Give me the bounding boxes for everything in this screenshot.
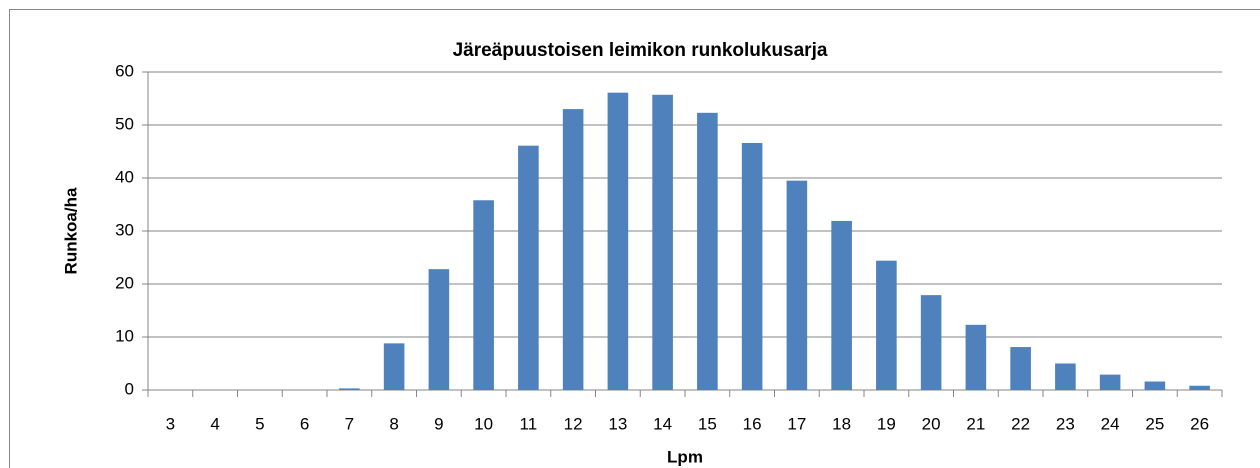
y-tick-label: 60 xyxy=(115,61,134,80)
bar xyxy=(383,343,405,390)
bar xyxy=(1055,363,1076,390)
x-tick-label: 5 xyxy=(255,414,264,433)
x-tick-label: 6 xyxy=(300,414,309,433)
bar xyxy=(920,295,942,390)
bar xyxy=(697,112,718,390)
x-tick-label: 7 xyxy=(345,414,354,433)
x-tick-label: 13 xyxy=(608,414,627,433)
bar xyxy=(965,324,987,390)
y-tick-label: 20 xyxy=(115,273,134,292)
x-tick-label: 20 xyxy=(922,414,941,433)
bar xyxy=(1099,374,1121,390)
chart-border xyxy=(9,9,1260,468)
bar xyxy=(1189,385,1210,390)
x-tick-label: 9 xyxy=(434,414,443,433)
bar xyxy=(607,92,629,391)
x-tick-label: 16 xyxy=(743,414,762,433)
bar xyxy=(831,220,852,390)
x-tick-label: 14 xyxy=(653,414,672,433)
x-tick-label: 22 xyxy=(1011,414,1030,433)
x-tick-label: 23 xyxy=(1056,414,1075,433)
x-tick-label: 12 xyxy=(564,414,583,433)
bar xyxy=(562,109,584,390)
chart-title: Järeäpuustoisen leimikon runkolukusarja xyxy=(453,40,828,61)
x-tick-label: 8 xyxy=(389,414,398,433)
bar xyxy=(339,388,360,390)
bar xyxy=(786,180,808,390)
x-tick-label: 24 xyxy=(1101,414,1120,433)
y-tick-label: 30 xyxy=(115,220,134,239)
x-tick-label: 25 xyxy=(1145,414,1164,433)
bar xyxy=(473,200,494,390)
bar xyxy=(876,260,897,390)
bar xyxy=(428,269,450,390)
y-tick-label: 50 xyxy=(115,114,134,133)
bar xyxy=(1144,381,1166,390)
x-tick-label: 17 xyxy=(787,414,806,433)
x-tick-label: 10 xyxy=(474,414,493,433)
x-tick-label: 15 xyxy=(698,414,717,433)
x-tick-label: 19 xyxy=(877,414,896,433)
x-tick-label: 18 xyxy=(832,414,851,433)
x-tick-label: 11 xyxy=(520,414,538,433)
y-tick-label: 40 xyxy=(115,167,134,186)
bar xyxy=(1010,347,1031,390)
y-tick-label: 0 xyxy=(125,379,134,398)
x-tick-label: 21 xyxy=(966,414,985,433)
bar xyxy=(741,143,763,390)
x-tick-label: 4 xyxy=(210,414,219,433)
y-axis-label: Runkoa/ha xyxy=(61,187,80,274)
bar xyxy=(652,94,673,390)
bar xyxy=(518,145,539,390)
x-tick-label: 26 xyxy=(1190,414,1209,433)
x-axis-label: Lpm xyxy=(667,447,703,466)
x-tick-label: 3 xyxy=(166,414,175,433)
y-tick-label: 10 xyxy=(115,326,134,345)
